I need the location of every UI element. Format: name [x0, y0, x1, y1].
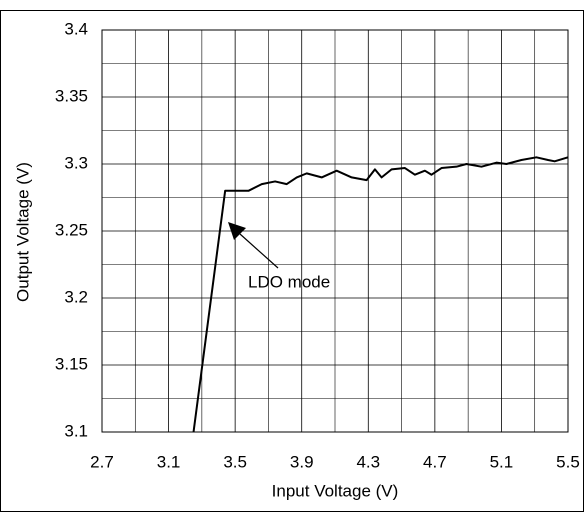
y-tick-label: 3.3: [64, 153, 88, 172]
annotation-arrow: [239, 233, 279, 269]
x-axis-label: Input Voltage (V): [272, 481, 399, 500]
x-tick-label: 4.3: [356, 452, 380, 471]
x-tick-label: 5.1: [490, 452, 514, 471]
x-tick-label: 5.5: [556, 452, 580, 471]
y-tick-label: 3.1: [64, 421, 88, 440]
y-tick-label: 3.25: [55, 220, 88, 239]
y-tick-label: 3.2: [64, 287, 88, 306]
x-tick-label: 3.1: [157, 452, 181, 471]
y-axis-label: Output Voltage (V): [13, 162, 32, 302]
data-line: [192, 156, 569, 433]
y-tick-label: 3.15: [55, 354, 88, 373]
x-tick-label: 3.5: [223, 452, 247, 471]
y-tick-label: 3.4: [64, 19, 88, 38]
x-tick-label: 4.7: [423, 452, 447, 471]
x-tick-label: 2.7: [90, 452, 114, 471]
x-tick-label: 3.9: [290, 452, 314, 471]
annotation: LDO mode: [248, 272, 330, 291]
y-tick-label: 3.35: [55, 86, 88, 105]
plot-area: [101, 29, 569, 433]
